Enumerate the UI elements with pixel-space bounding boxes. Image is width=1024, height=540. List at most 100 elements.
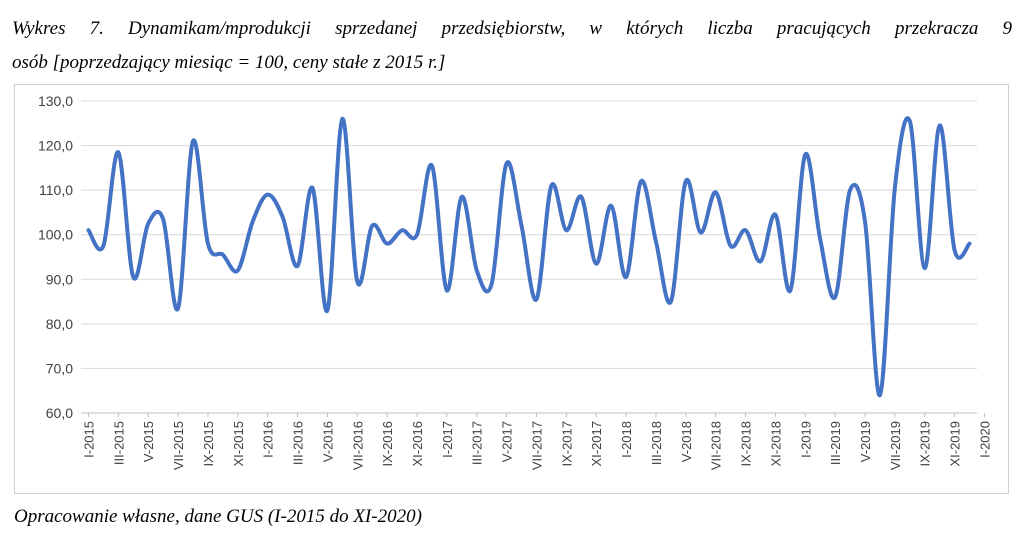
x-tick-label: V-2019 — [858, 421, 873, 462]
data-point — [684, 179, 688, 183]
data-point — [221, 253, 225, 257]
y-axis-ticks: 60,0 70,0 80,0 90,0 100,0 110,0 120,0 130,0 — [38, 93, 73, 421]
x-tick-label: III-2020 — [1007, 421, 1010, 465]
data-point — [266, 193, 270, 197]
data-point — [131, 275, 135, 279]
data-point — [818, 237, 822, 241]
y-tick-label: 100,0 — [38, 227, 73, 243]
x-tick-label: III-2016 — [291, 421, 306, 465]
x-tick-label: VII-2018 — [709, 421, 724, 470]
x-tick-label: I-2016 — [261, 421, 276, 458]
x-tick-label: IX-2015 — [201, 421, 216, 467]
series-layer — [86, 116, 972, 398]
x-tick-label: I-2017 — [440, 421, 455, 458]
x-tick-label: XI-2015 — [231, 421, 246, 467]
x-tick-label: XI-2018 — [768, 421, 783, 467]
x-tick-label: III-2017 — [470, 421, 485, 465]
data-point — [296, 264, 300, 268]
data-point — [116, 150, 120, 154]
data-point — [206, 242, 210, 246]
data-point — [594, 262, 598, 266]
x-tick-label: III-2018 — [649, 421, 664, 465]
x-tick-label: I-2015 — [81, 421, 96, 458]
x-tick-label: I-2018 — [619, 421, 634, 458]
x-tick-label: I-2020 — [977, 421, 992, 458]
data-point — [325, 308, 329, 312]
data-point — [863, 219, 867, 223]
data-point — [355, 280, 359, 284]
chart-frame: 60,0 70,0 80,0 90,0 100,0 110,0 120,0 130,0 I-2… — [14, 84, 1010, 494]
data-point — [430, 164, 434, 168]
x-tick-label: VII-2015 — [171, 421, 186, 470]
data-point — [699, 230, 703, 234]
data-point — [520, 224, 524, 228]
data-point — [669, 300, 673, 304]
data-point — [953, 248, 957, 252]
data-point — [251, 219, 255, 223]
data-point — [773, 213, 777, 217]
x-tick-label: I-2019 — [798, 421, 813, 458]
data-point — [101, 244, 105, 248]
data-point — [893, 186, 897, 190]
data-point — [833, 295, 837, 299]
data-point — [564, 228, 568, 232]
x-tick-label: VII-2017 — [529, 421, 544, 470]
data-point — [908, 119, 912, 123]
y-tick-label: 110,0 — [39, 182, 73, 198]
x-tick-label: V-2016 — [320, 421, 335, 462]
data-point — [236, 268, 240, 272]
data-point — [400, 228, 404, 232]
data-point — [923, 266, 927, 270]
chart-caption: Wykres 7. Dynamikam/mprodukcji sprzedane… — [12, 12, 1012, 80]
data-point — [639, 179, 643, 183]
line-chart: 60,0 70,0 80,0 90,0 100,0 110,0 120,0 130,0 I-2… — [38, 93, 1010, 470]
x-tick-label: VII-2019 — [888, 421, 903, 470]
series-line — [86, 116, 972, 398]
data-point — [878, 393, 882, 397]
data-point — [490, 282, 494, 286]
data-point — [310, 186, 314, 190]
data-point — [758, 259, 762, 263]
y-tick-label: 120,0 — [38, 138, 73, 154]
data-point — [340, 117, 344, 121]
x-tick-label: IX-2016 — [380, 421, 395, 467]
data-point — [714, 190, 718, 194]
data-point — [281, 215, 285, 219]
x-axis-ticks: I-2015 III-2015 V-2015 VII-2015 IX-2015 XI-20… — [81, 413, 1010, 470]
caption-line-2: osób [poprzedzający miesiąc = 100, ceny … — [12, 52, 446, 73]
data-point — [460, 195, 464, 199]
data-point — [744, 228, 748, 232]
data-point — [86, 228, 90, 232]
data-point — [415, 233, 419, 237]
x-tick-label: IX-2018 — [739, 421, 754, 467]
x-tick-label: IX-2017 — [559, 421, 574, 467]
data-point — [624, 275, 628, 279]
data-point — [729, 244, 733, 248]
data-point — [848, 188, 852, 192]
data-point — [579, 195, 583, 199]
data-point — [505, 161, 509, 165]
y-tick-label: 90,0 — [46, 271, 73, 287]
data-point — [803, 152, 807, 156]
data-point — [549, 184, 553, 188]
source-note: Opracowanie własne, dane GUS (I-2015 do … — [14, 506, 422, 527]
data-point — [609, 204, 613, 208]
data-point — [788, 288, 792, 292]
y-tick-label: 80,0 — [46, 316, 73, 332]
data-point — [654, 239, 658, 243]
x-tick-label: IX-2019 — [918, 421, 933, 467]
x-tick-label: V-2015 — [141, 421, 156, 462]
caption-line-1: Wykres 7. Dynamikam/mprodukcji sprzedane… — [12, 18, 1012, 39]
data-point — [445, 288, 449, 292]
data-point — [938, 124, 942, 128]
x-tick-label: XI-2019 — [948, 421, 963, 467]
data-point — [534, 297, 538, 301]
y-tick-label: 130,0 — [38, 93, 73, 109]
data-point — [968, 242, 972, 246]
y-tick-label: 60,0 — [46, 405, 73, 421]
data-point — [161, 217, 165, 221]
data-point — [146, 222, 150, 226]
x-tick-label: V-2018 — [679, 421, 694, 462]
x-tick-label: XI-2017 — [589, 421, 604, 467]
data-point — [191, 139, 195, 143]
